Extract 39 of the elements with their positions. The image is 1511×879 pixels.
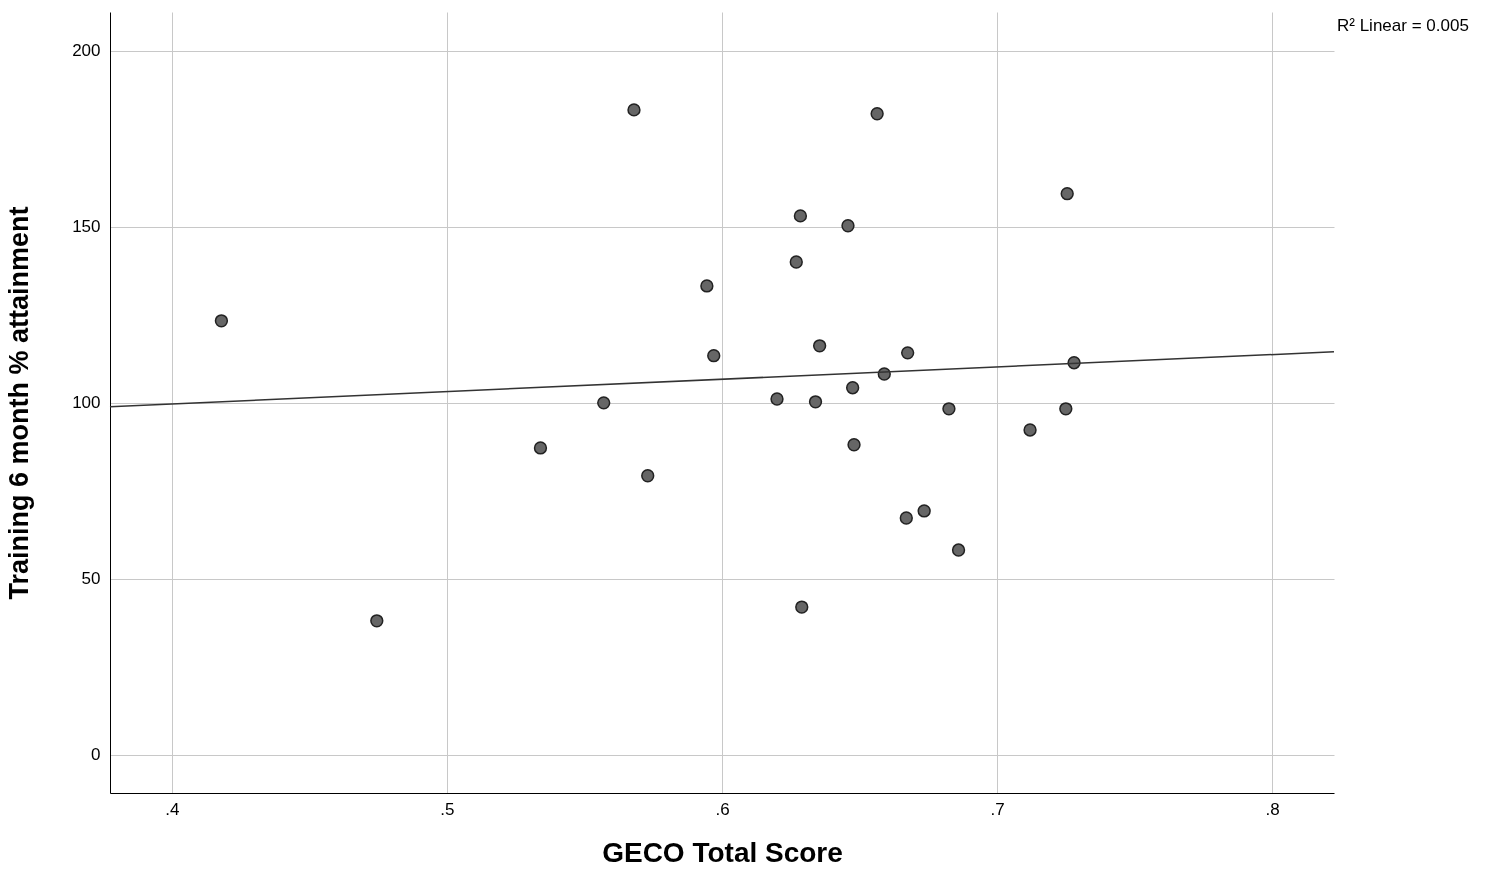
point (707, 349, 721, 363)
point (951, 543, 966, 557)
point (808, 395, 823, 409)
x-tick-label: .7 (990, 799, 1005, 819)
point (641, 469, 655, 483)
y-tick-label: 0 (91, 745, 101, 765)
point (1060, 187, 1074, 201)
x-tick-label: .6 (715, 799, 730, 819)
y-tick-label: 100 (72, 393, 101, 413)
point (214, 314, 229, 328)
point (627, 103, 641, 117)
point (841, 219, 855, 233)
point (795, 600, 809, 614)
point (370, 614, 384, 628)
point (847, 438, 861, 452)
y-tick-label: 200 (72, 41, 101, 61)
point (770, 392, 784, 406)
point (700, 279, 714, 293)
y-tick-label: 50 (81, 569, 101, 589)
x-tick-label: .4 (165, 799, 180, 819)
point (901, 346, 915, 360)
point (597, 396, 611, 410)
point (789, 255, 803, 269)
x-tick-label: .8 (1265, 799, 1280, 819)
x-axis-title: GECO Total Score (602, 836, 843, 868)
point (1023, 423, 1037, 437)
point (812, 339, 827, 353)
point (793, 209, 808, 223)
point (917, 504, 931, 518)
point (942, 402, 956, 416)
point (845, 381, 860, 395)
point (870, 107, 884, 121)
y-tick-label: 150 (72, 217, 101, 237)
point (899, 511, 913, 525)
point (1059, 402, 1073, 416)
point (533, 441, 548, 455)
x-tick-label: .5 (440, 799, 455, 819)
text: R² Linear = 0.005 (1337, 16, 1469, 36)
y-axis-title: Training 6 month % attainment (4, 206, 35, 600)
